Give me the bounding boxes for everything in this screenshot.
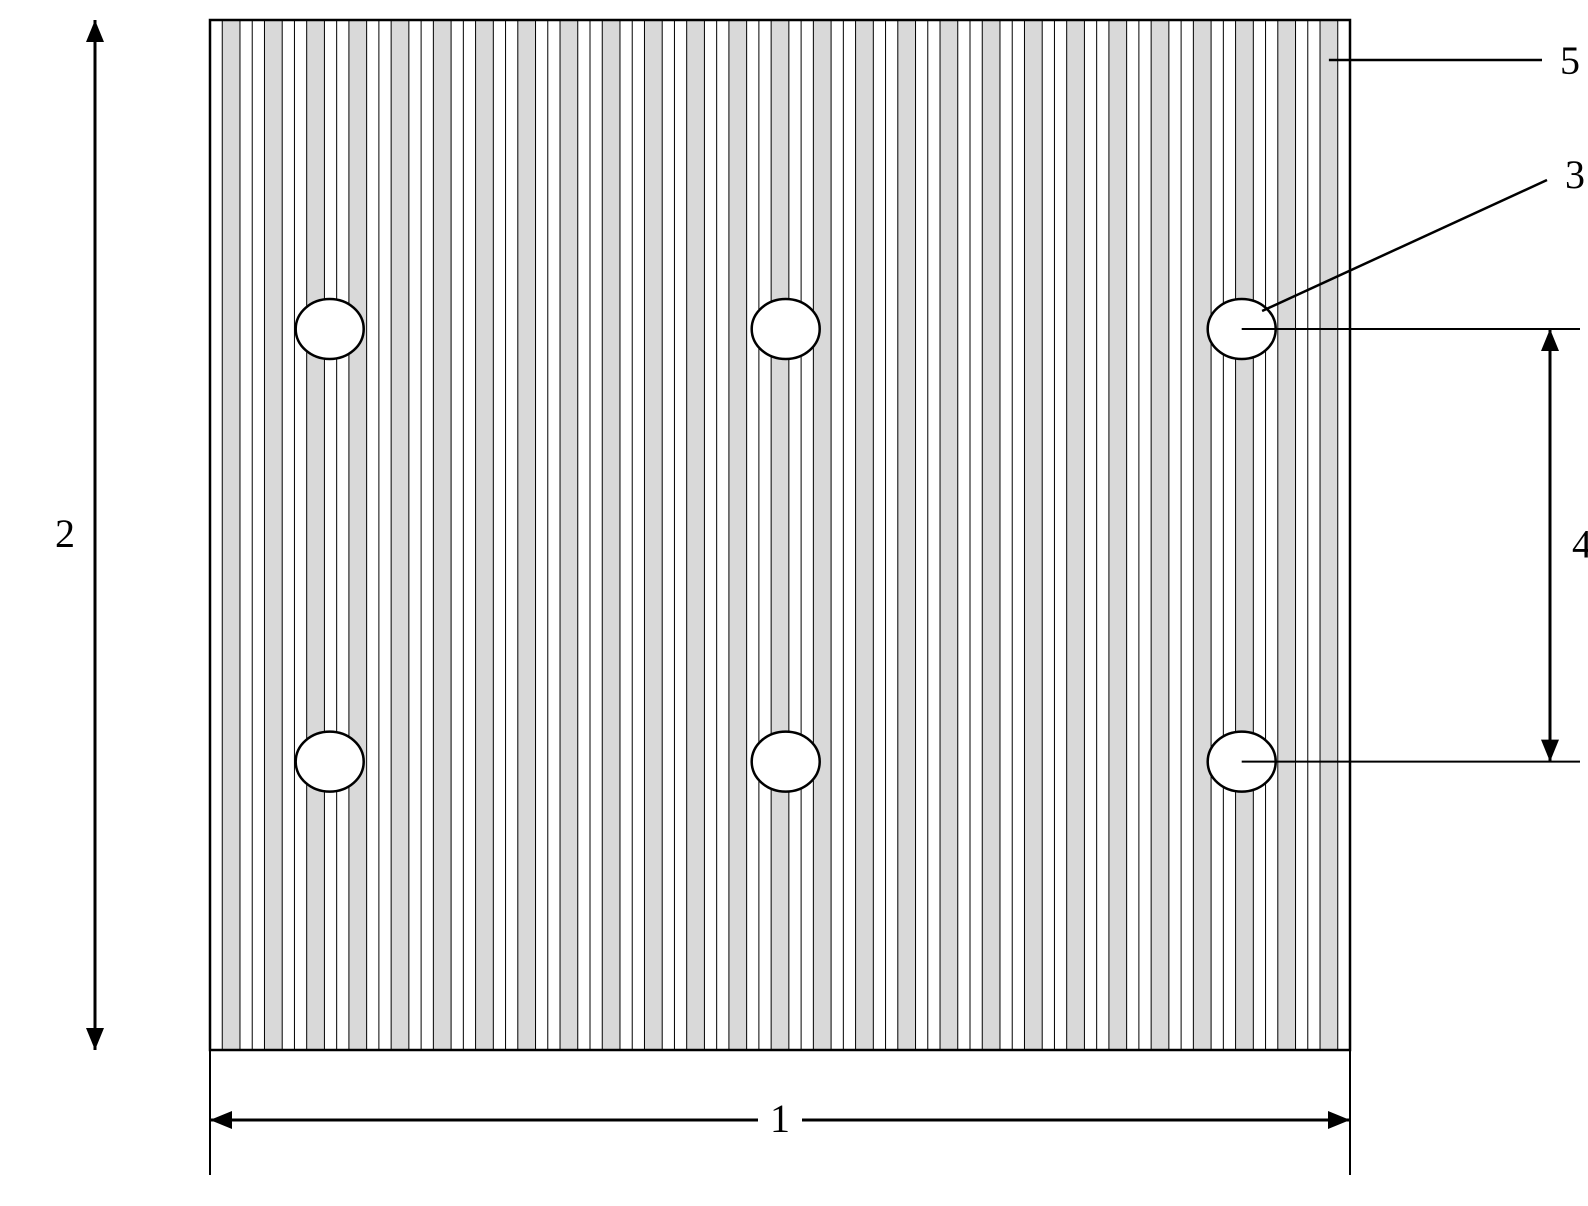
hole	[296, 299, 364, 359]
callout-3-label: 3	[1565, 152, 1585, 197]
hole	[296, 732, 364, 792]
dim-1-label: 1	[770, 1096, 790, 1141]
hole	[752, 299, 820, 359]
hole	[752, 732, 820, 792]
dim-4-label: 4	[1572, 521, 1588, 566]
callout-5-label: 5	[1560, 38, 1580, 83]
technical-diagram: 1 2 4 3 5	[0, 0, 1588, 1206]
dim-2-label: 2	[55, 511, 75, 556]
